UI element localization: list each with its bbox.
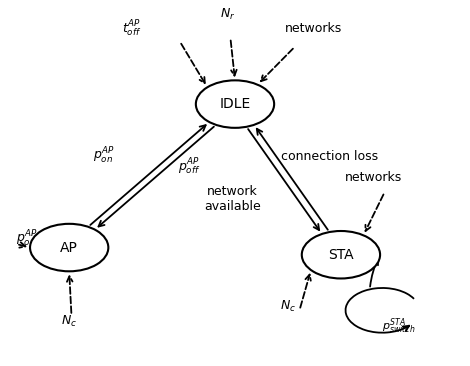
Ellipse shape	[302, 231, 380, 279]
Ellipse shape	[196, 81, 274, 128]
Text: $p_{switch}^{STA}$: $p_{switch}^{STA}$	[382, 317, 415, 336]
Text: network
available: network available	[204, 185, 261, 213]
Text: $p_{off}^{AP}$: $p_{off}^{AP}$	[178, 157, 200, 177]
Text: $p_{on}^{AP}$: $p_{on}^{AP}$	[93, 146, 115, 166]
Text: $N_c$: $N_c$	[280, 299, 296, 314]
Text: $N_c$: $N_c$	[61, 314, 77, 329]
Text: $N_r$: $N_r$	[220, 7, 236, 22]
Ellipse shape	[30, 224, 109, 271]
Text: AP: AP	[60, 240, 78, 255]
Text: $p_{on}^{AP}$: $p_{on}^{AP}$	[16, 228, 38, 249]
Text: networks: networks	[345, 171, 402, 184]
Text: IDLE: IDLE	[219, 97, 251, 111]
Text: networks: networks	[285, 22, 342, 35]
Text: STA: STA	[328, 248, 354, 262]
Text: $t_{off}^{AP}$: $t_{off}^{AP}$	[122, 19, 141, 39]
Text: connection loss: connection loss	[281, 150, 378, 163]
